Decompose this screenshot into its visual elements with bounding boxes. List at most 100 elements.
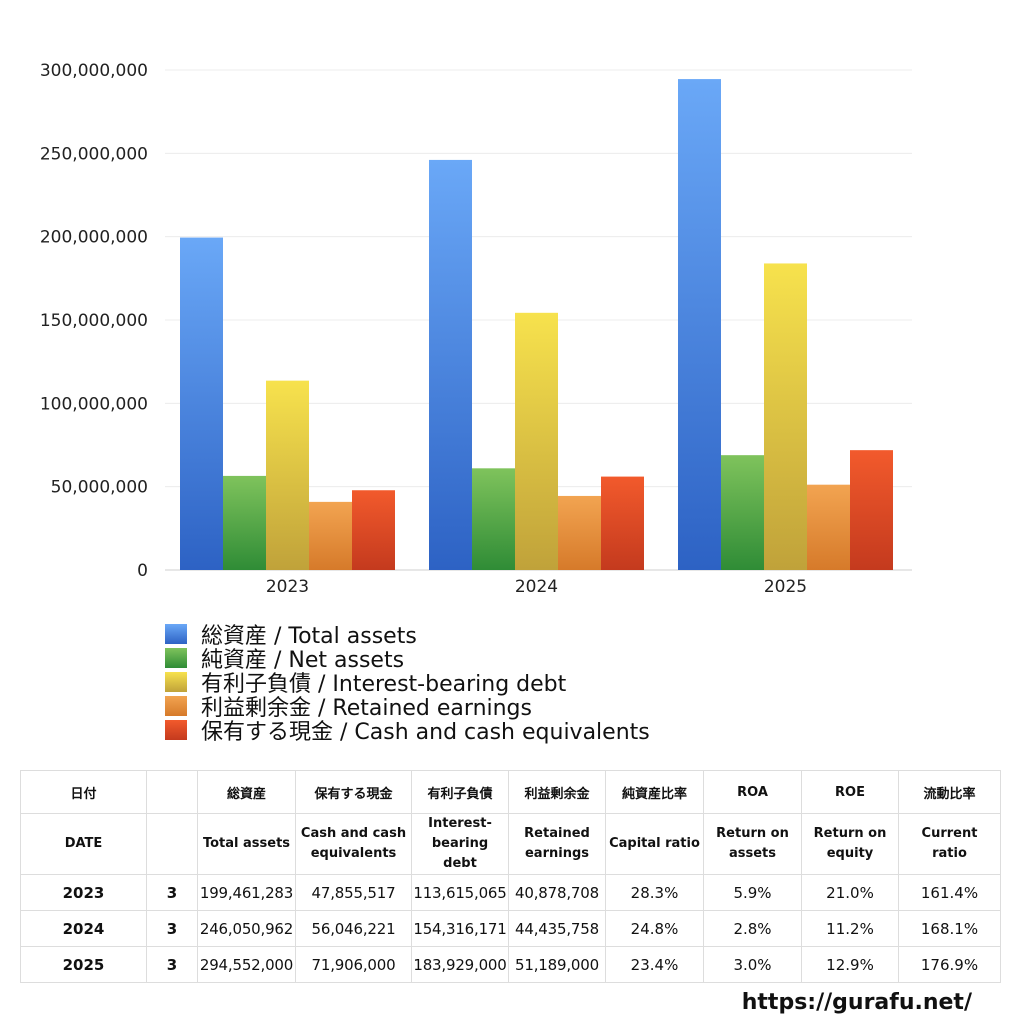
bar-2023-series-0 bbox=[180, 237, 223, 571]
legend-item: 有利子負債 / Interest-bearing debt bbox=[165, 670, 650, 697]
y-tick-label: 200,000,000 bbox=[40, 228, 148, 248]
table-row: 2025 3 294,552,000 71,906,000 183,929,00… bbox=[20, 946, 1001, 983]
cell-debt: 183,929,000 bbox=[411, 946, 509, 983]
cell-roa: 3.0% bbox=[703, 946, 802, 983]
y-tick-label: 250,000,000 bbox=[40, 144, 148, 164]
header-roe: ROE bbox=[801, 770, 899, 814]
x-tick-label: 2023 bbox=[266, 577, 309, 597]
cell-total-assets: 199,461,283 bbox=[197, 874, 296, 911]
cell-roa: 2.8% bbox=[703, 910, 802, 947]
cell-roe: 12.9% bbox=[801, 946, 899, 983]
legend-item: 総資産 / Total assets bbox=[165, 622, 650, 649]
x-tick-label: 2024 bbox=[515, 577, 558, 597]
y-tick-label: 50,000,000 bbox=[51, 478, 148, 498]
legend-swatch bbox=[165, 672, 187, 692]
cell-month: 3 bbox=[146, 910, 198, 947]
cell-cash: 47,855,517 bbox=[295, 874, 412, 911]
bar-2023-series-1 bbox=[223, 475, 266, 570]
y-axis-ticks: 0 50,000,000 100,000,000 150,000,000 200,000… bbox=[40, 61, 148, 581]
header-roa-en: Return on assets bbox=[703, 813, 802, 875]
cell-month: 3 bbox=[146, 946, 198, 983]
cell-current-ratio: 176.9% bbox=[898, 946, 1001, 983]
cell-roe: 21.0% bbox=[801, 874, 899, 911]
header-roe-en: Return on equity bbox=[801, 813, 899, 875]
cell-cash: 56,046,221 bbox=[295, 910, 412, 947]
header-cash-ja: 保有する現金 bbox=[295, 770, 412, 814]
y-tick-label: 100,000,000 bbox=[40, 394, 148, 414]
x-axis-ticks: 2023 2024 2025 bbox=[266, 577, 807, 597]
header-current-ratio-en: Current ratio bbox=[898, 813, 1001, 875]
bar-2024-series-4 bbox=[601, 476, 644, 570]
cell-retained: 51,189,000 bbox=[508, 946, 606, 983]
y-tick-label: 0 bbox=[137, 561, 148, 581]
table-row: 2024 3 246,050,962 56,046,221 154,316,17… bbox=[20, 910, 1001, 947]
cell-debt: 113,615,065 bbox=[411, 874, 509, 911]
bar-2023-series-4 bbox=[352, 490, 395, 570]
header-debt-ja: 有利子負債 bbox=[411, 770, 509, 814]
cell-retained: 40,878,708 bbox=[508, 874, 606, 911]
header-total-assets-ja: 総資産 bbox=[197, 770, 296, 814]
cell-current-ratio: 161.4% bbox=[898, 874, 1001, 911]
header-month-en bbox=[146, 813, 198, 875]
cell-current-ratio: 168.1% bbox=[898, 910, 1001, 947]
chart-legend: 総資産 / Total assets 純資産 / Net assets 有利子負… bbox=[165, 622, 650, 745]
legend-label: 有利子負債 / Interest-bearing debt bbox=[201, 672, 567, 697]
header-date-ja: 日付 bbox=[20, 770, 147, 814]
legend-swatch bbox=[165, 696, 187, 716]
cell-total-assets: 294,552,000 bbox=[197, 946, 296, 983]
bar-2024-series-3 bbox=[558, 495, 601, 570]
header-current-ratio-ja: 流動比率 bbox=[898, 770, 1001, 814]
legend-item: 保有する現金 / Cash and cash equivalents bbox=[165, 718, 650, 745]
bar-2025-series-0 bbox=[678, 79, 721, 570]
bar-2025-series-2 bbox=[764, 263, 807, 570]
y-tick-label: 150,000,000 bbox=[40, 311, 148, 331]
x-tick-label: 2025 bbox=[764, 577, 807, 597]
cell-capital-ratio: 23.4% bbox=[605, 946, 704, 983]
header-date-en: DATE bbox=[20, 813, 147, 875]
chart-bars bbox=[180, 79, 893, 571]
table-header-en: DATE Total assets Cash and cash equivalen… bbox=[20, 813, 1001, 875]
legend-label: 純資産 / Net assets bbox=[201, 648, 405, 673]
bar-2024-series-1 bbox=[472, 468, 515, 570]
bar-chart: 0 50,000,000 100,000,000 150,000,000 200,000… bbox=[40, 61, 912, 597]
legend-item: 利益剰余金 / Retained earnings bbox=[165, 694, 650, 721]
table-row: 2023 3 199,461,283 47,855,517 113,615,06… bbox=[20, 874, 1001, 911]
cell-roe: 11.2% bbox=[801, 910, 899, 947]
bar-2024-series-0 bbox=[429, 159, 472, 570]
legend-label: 利益剰余金 / Retained earnings bbox=[201, 696, 532, 721]
cell-capital-ratio: 28.3% bbox=[605, 874, 704, 911]
header-capital-ratio-ja: 純資産比率 bbox=[605, 770, 704, 814]
cell-total-assets: 246,050,962 bbox=[197, 910, 296, 947]
bar-2024-series-2 bbox=[515, 312, 558, 570]
header-debt-en: Interest-bearing debt bbox=[411, 813, 509, 875]
cell-cash: 71,906,000 bbox=[295, 946, 412, 983]
cell-year: 2023 bbox=[20, 874, 147, 911]
header-month-ja bbox=[146, 770, 198, 814]
legend-item: 純資産 / Net assets bbox=[165, 646, 650, 673]
financial-table: 日付 総資産 保有する現金 有利子負債 利益剰余金 純資産比率 ROA ROE … bbox=[20, 770, 1001, 983]
bar-2025-series-4 bbox=[850, 450, 893, 570]
header-retained-en: Retained earnings bbox=[508, 813, 606, 875]
header-retained-ja: 利益剰余金 bbox=[508, 770, 606, 814]
table-header-ja: 日付 総資産 保有する現金 有利子負債 利益剰余金 純資産比率 ROA ROE … bbox=[20, 770, 1001, 814]
cell-year: 2024 bbox=[20, 910, 147, 947]
source-url[interactable]: https://gurafu.net/ bbox=[741, 990, 972, 1015]
header-total-assets-en: Total assets bbox=[197, 813, 296, 875]
legend-label: 総資産 / Total assets bbox=[201, 624, 417, 649]
header-cash-en: Cash and cash equivalents bbox=[295, 813, 412, 875]
header-capital-ratio-en: Capital ratio bbox=[605, 813, 704, 875]
cell-roa: 5.9% bbox=[703, 874, 802, 911]
cell-month: 3 bbox=[146, 874, 198, 911]
cell-year: 2025 bbox=[20, 946, 147, 983]
header-roa: ROA bbox=[703, 770, 802, 814]
legend-swatch bbox=[165, 624, 187, 644]
bar-2025-series-3 bbox=[807, 484, 850, 570]
bar-2023-series-2 bbox=[266, 380, 309, 570]
cell-retained: 44,435,758 bbox=[508, 910, 606, 947]
cell-debt: 154,316,171 bbox=[411, 910, 509, 947]
legend-label: 保有する現金 / Cash and cash equivalents bbox=[201, 720, 650, 745]
bar-2023-series-3 bbox=[309, 501, 352, 570]
legend-swatch bbox=[165, 648, 187, 668]
cell-capital-ratio: 24.8% bbox=[605, 910, 704, 947]
bar-2025-series-1 bbox=[721, 455, 764, 570]
